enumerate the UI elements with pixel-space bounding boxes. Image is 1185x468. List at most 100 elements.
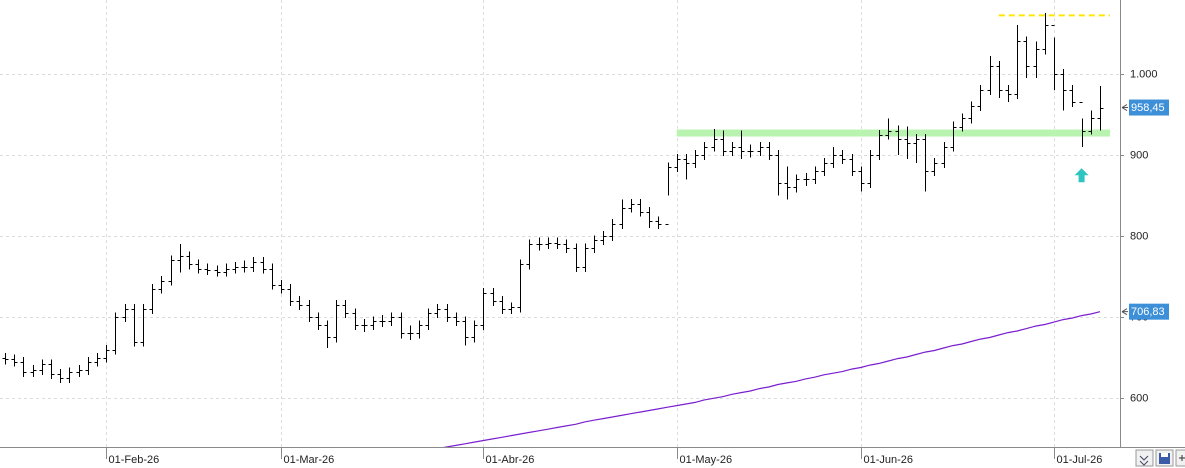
support-band [676, 129, 1110, 137]
ohlc-bar [48, 359, 55, 379]
ohlc-bar [66, 367, 73, 383]
ohlc-bar [839, 150, 846, 164]
ohlc-bar [517, 259, 524, 313]
price-label-box [1129, 303, 1169, 320]
ohlc-bar [186, 251, 193, 270]
price-label: 706,83 [1131, 306, 1165, 318]
ohlc-bar [526, 239, 533, 270]
ohlc-bar [885, 118, 892, 140]
ohlc-bar [434, 304, 441, 319]
ohlc-bar [1051, 25, 1058, 91]
ohlc-bar [30, 365, 37, 378]
ohlc-bar [784, 166, 791, 200]
ohlc-bar [471, 320, 478, 343]
ohlc-bar [287, 283, 294, 306]
ohlc-bar [112, 312, 119, 355]
ohlc-bar [342, 300, 349, 319]
ohlc-bar [444, 304, 451, 323]
ohlc-bar [711, 128, 718, 152]
ohlc-bar [85, 356, 92, 375]
ohlc-bar [508, 302, 515, 314]
ohlc-bar [977, 85, 984, 112]
ohlc-bar [195, 259, 202, 274]
x-tick-label: 01-May-26 [680, 454, 733, 466]
ohlc-bar [260, 257, 267, 274]
ohlc-bar [388, 312, 395, 327]
ohlc-bar [665, 162, 672, 225]
ohlc-bar [2, 352, 9, 365]
ohlc-bar [296, 296, 303, 310]
ohlc-bar [563, 239, 570, 254]
ohlc-bar [683, 154, 690, 180]
ohlc-bar [775, 150, 782, 196]
ohlc-bar [573, 243, 580, 272]
ohlc-bar [499, 296, 506, 314]
zoom-button[interactable] [1135, 449, 1154, 467]
ohlc-bar [812, 166, 819, 185]
ohlc-bar [140, 304, 147, 347]
ohlc-bar [1033, 41, 1040, 78]
ohlc-bar [103, 344, 110, 363]
ohlc-bar [122, 304, 129, 323]
y-tick-label: 600 [1130, 392, 1148, 404]
ohlc-bar [223, 263, 230, 277]
ohlc-bar [39, 359, 46, 375]
ohlc-bar [628, 198, 635, 213]
moving-average-line [443, 311, 1101, 447]
x-tick-label: 01-Feb-26 [109, 454, 160, 466]
ohlc-bar [701, 141, 708, 160]
ohlc-bar [766, 141, 773, 160]
ohlc-bar [1060, 68, 1067, 111]
ohlc-bar [987, 55, 994, 95]
ohlc-bar [830, 146, 837, 168]
toolbar [1135, 449, 1185, 467]
ohlc-bar [1014, 25, 1021, 99]
ohlc-bar [1005, 85, 1012, 103]
ohlc-bar [278, 279, 285, 294]
ohlc-bar [11, 354, 18, 367]
ohlc-bar [407, 325, 414, 340]
ohlc-bar [250, 257, 257, 272]
ohlc-bar [462, 316, 469, 346]
ohlc-bar [876, 129, 883, 160]
x-tick-label: 01-Jul-26 [1057, 454, 1103, 466]
add-icon [1179, 455, 1185, 461]
ohlc-bar [729, 141, 736, 156]
ohlc-bar [931, 158, 938, 177]
price-pointer [1121, 308, 1128, 316]
ohlc-bar [747, 144, 754, 158]
ohlc-bar [646, 206, 653, 228]
ohlc-bar [379, 314, 386, 327]
ohlc-bar [94, 352, 101, 367]
ohlc-bar [425, 308, 432, 331]
ohlc-bar [545, 237, 552, 250]
ohlc-bar [968, 101, 975, 124]
ohlc-bar [1023, 36, 1030, 78]
ohlc-bar [1079, 102, 1086, 147]
ohlc-bar [609, 219, 616, 241]
ohlc-bar [582, 243, 589, 272]
ohlc-bar [453, 312, 460, 327]
ohlc-bar [57, 369, 64, 383]
ohlc-bar [637, 198, 644, 217]
ohlc-bar [416, 320, 423, 339]
ohlc-bar [692, 150, 699, 168]
ohlc-bar [793, 174, 800, 193]
ohlc-bar [922, 133, 929, 192]
ohlc-bar [913, 133, 920, 164]
ohlc-bar [554, 237, 561, 250]
ohlc-bar [131, 304, 138, 347]
ohlc-bar [480, 287, 487, 331]
ohlc-bar [950, 121, 957, 152]
price-label-box [1129, 99, 1169, 116]
ohlc-bar [904, 126, 911, 160]
x-tick-label: 01-Jun-26 [864, 454, 914, 466]
ohlc-bar [720, 130, 727, 156]
ohlc-bar [204, 263, 211, 276]
ohlc-bar [600, 231, 607, 245]
ohlc-bar [1088, 110, 1095, 135]
grid [0, 0, 1120, 447]
ohlc-bar [149, 283, 156, 314]
